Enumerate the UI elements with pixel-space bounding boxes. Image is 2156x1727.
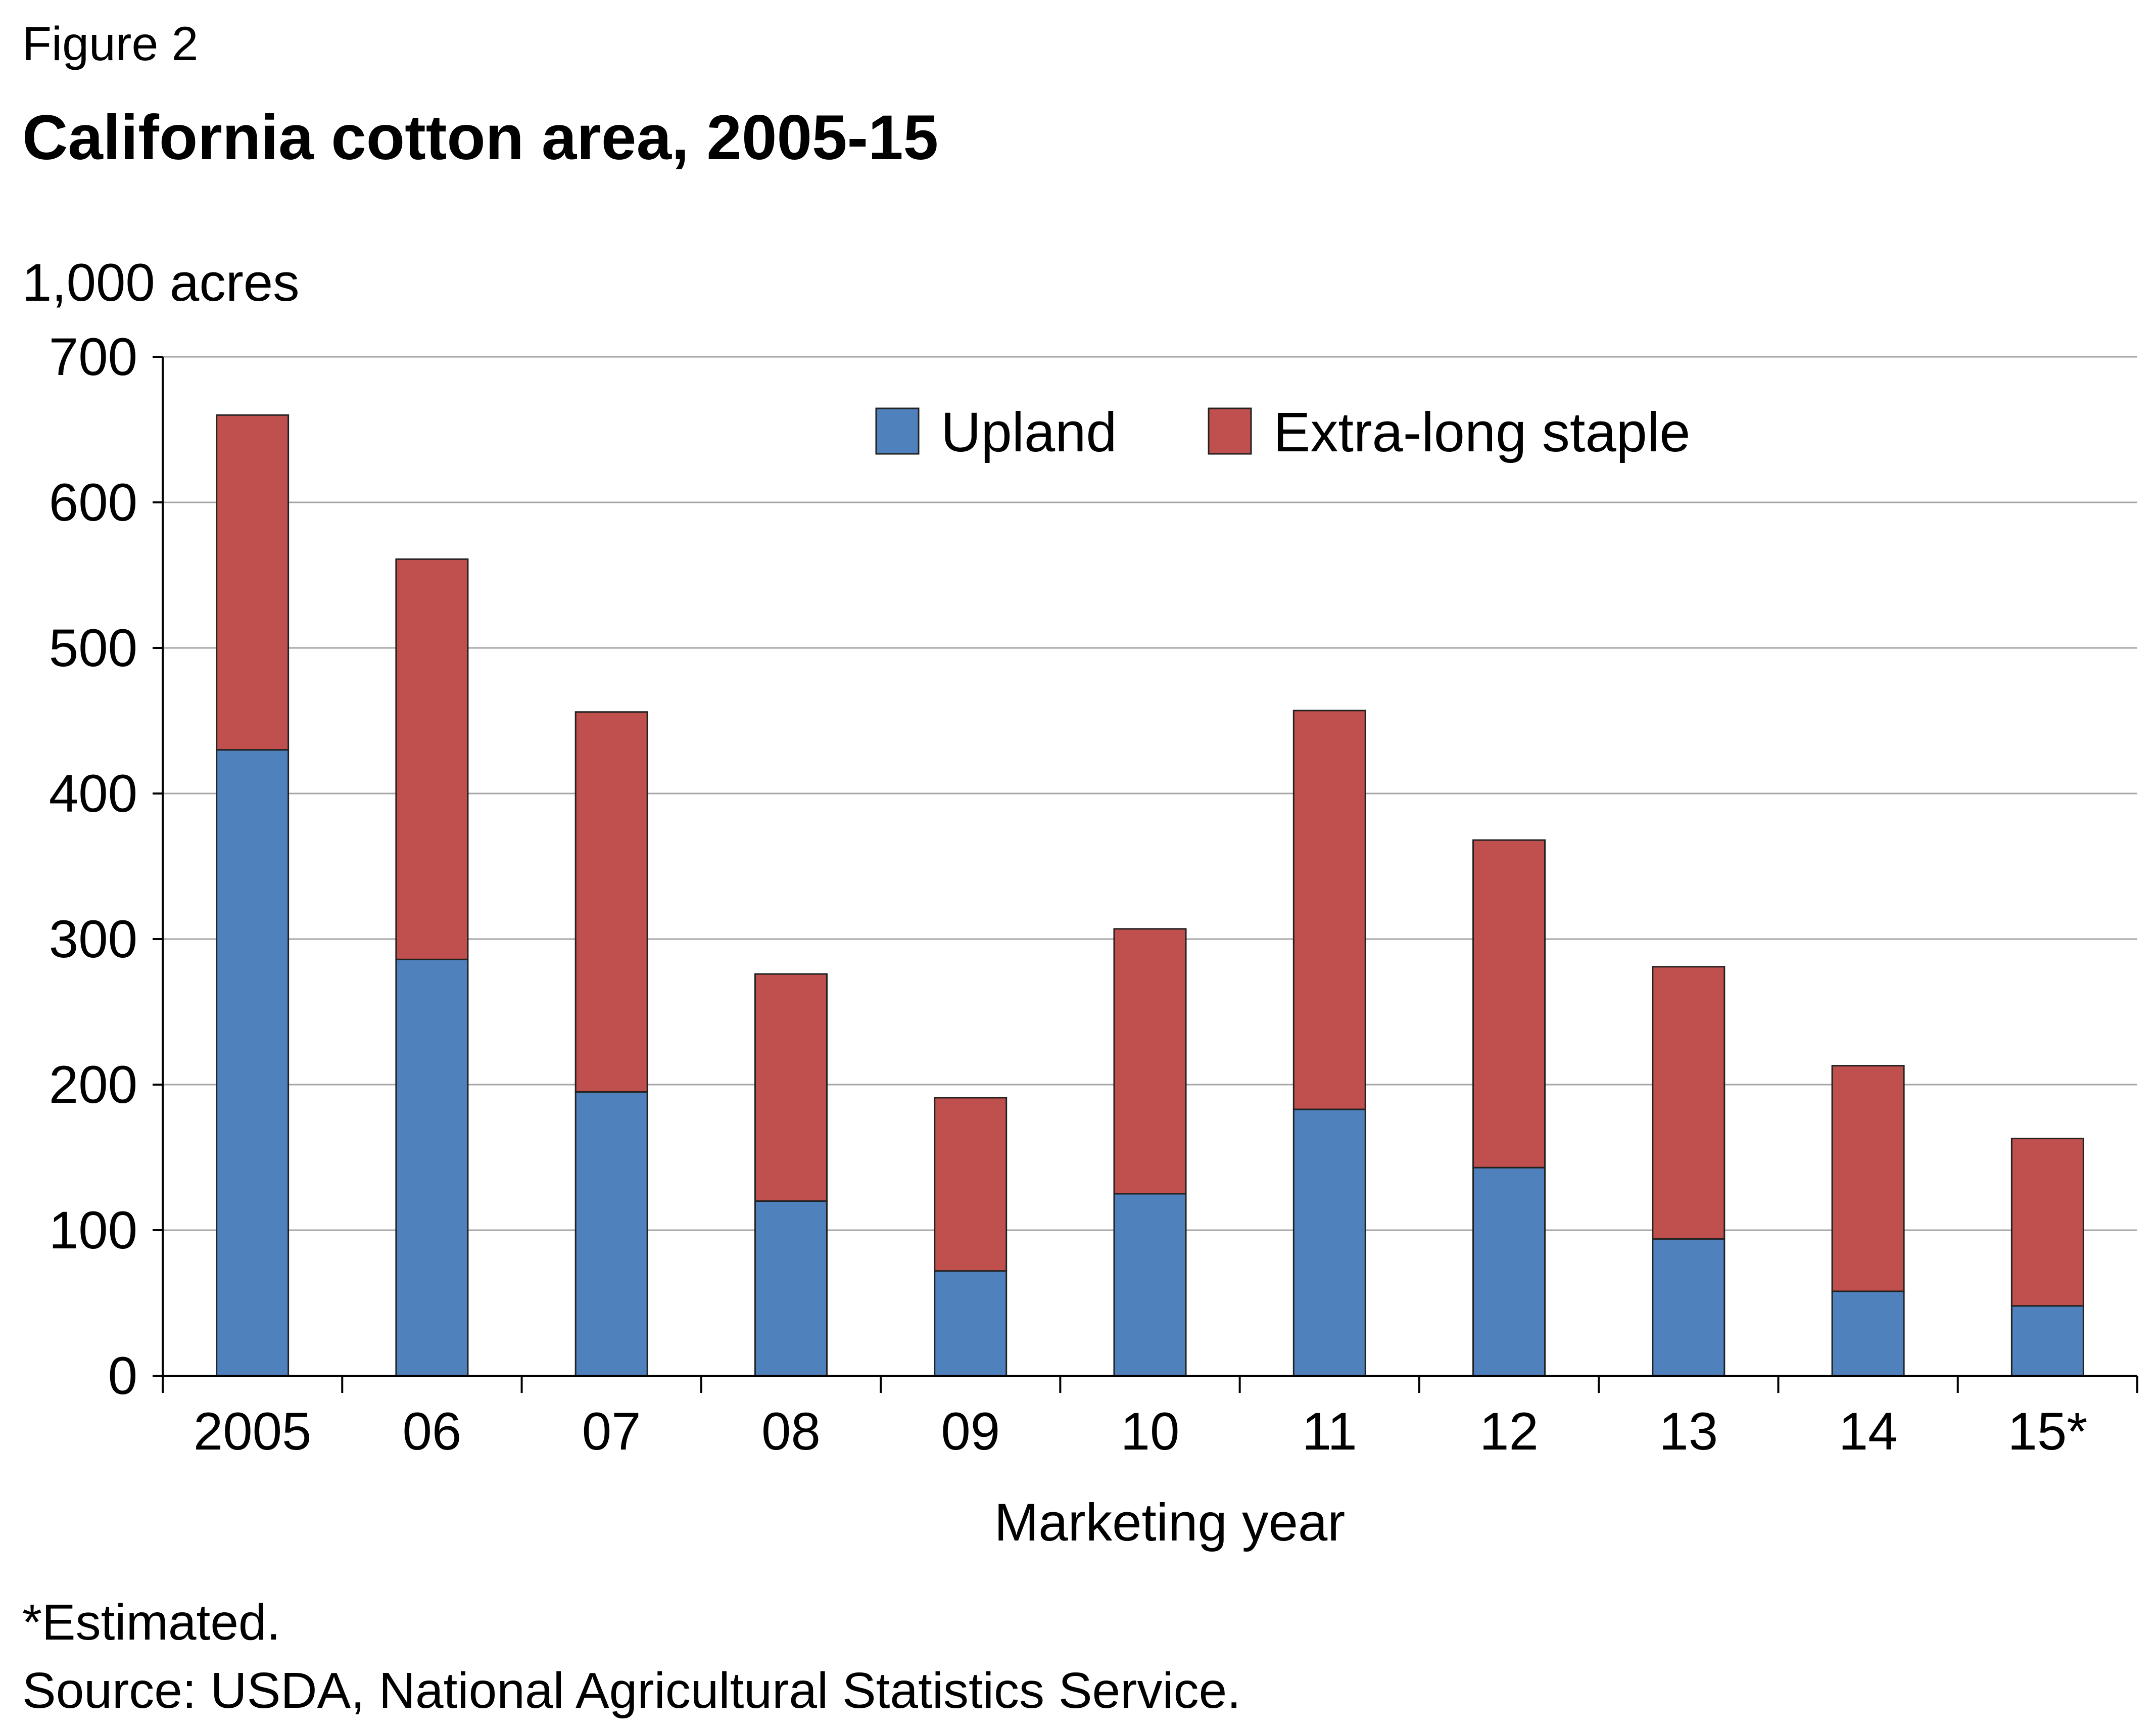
bars xyxy=(216,414,2084,1377)
y-tick-label: 200 xyxy=(49,1055,137,1114)
legend: Upland Extra-long staple xyxy=(875,401,1690,463)
chart-title: California cotton area, 2005-15 xyxy=(22,103,939,173)
y-tick-label: 0 xyxy=(108,1346,137,1406)
source-note: Source: USDA, National Agricultural Stat… xyxy=(22,1662,1241,1719)
x-tick-label: 11 xyxy=(1302,1402,1357,1461)
bar-upland xyxy=(216,749,290,1377)
legend-upland-swatch xyxy=(875,407,920,455)
bar-upland xyxy=(1472,1166,1546,1377)
bar-extra-long-staple xyxy=(1292,710,1366,1110)
bar-extra-long-staple xyxy=(395,558,469,960)
bar-extra-long-staple xyxy=(2010,1138,2084,1307)
x-tick-label: 09 xyxy=(941,1402,1000,1461)
bar-extra-long-staple xyxy=(574,711,648,1093)
y-tick-labels: 0 100 200 300 400 500 600 700 xyxy=(49,328,137,1406)
bar-upland xyxy=(395,958,469,1377)
legend-extra-long-staple-swatch xyxy=(1208,407,1252,455)
bar-extra-long-staple xyxy=(1652,966,1726,1240)
y-tick-label: 100 xyxy=(49,1201,137,1260)
x-tick-label: 07 xyxy=(582,1402,641,1461)
bar-extra-long-staple xyxy=(1113,928,1187,1195)
axes xyxy=(153,356,2138,1393)
bar-upland xyxy=(1652,1238,1726,1377)
bar-upland xyxy=(2010,1305,2084,1377)
y-tick-label: 400 xyxy=(49,764,137,823)
legend-upland-label: Upland xyxy=(941,401,1117,463)
bar-upland xyxy=(754,1200,828,1377)
x-tick-label: 06 xyxy=(403,1402,462,1461)
y-tick-label: 700 xyxy=(49,328,137,387)
x-tick-label: 13 xyxy=(1659,1402,1718,1461)
y-tick-label: 500 xyxy=(49,619,137,678)
x-tick-label: 12 xyxy=(1479,1402,1539,1461)
bar-upland xyxy=(1292,1108,1366,1377)
bar-extra-long-staple xyxy=(216,414,290,751)
y-tick-label: 300 xyxy=(49,910,137,969)
bar-extra-long-staple xyxy=(934,1097,1008,1272)
bar-extra-long-staple xyxy=(1831,1065,1905,1292)
x-tick-label: 14 xyxy=(1839,1402,1898,1461)
x-axis-label: Marketing year xyxy=(994,1493,1345,1552)
bar-upland xyxy=(1831,1290,1905,1377)
bar-extra-long-staple xyxy=(754,973,828,1202)
figure-label: Figure 2 xyxy=(22,17,199,71)
x-tick-label: 2005 xyxy=(194,1402,312,1461)
y-tick-label: 600 xyxy=(49,473,137,532)
bar-upland xyxy=(1113,1193,1187,1377)
x-tick-label: 08 xyxy=(761,1402,821,1461)
x-tick-label: 15* xyxy=(2008,1402,2088,1461)
y-axis-label: 1,000 acres xyxy=(22,253,300,312)
footnote-estimated: *Estimated. xyxy=(22,1594,281,1651)
bar-upland xyxy=(934,1270,1008,1377)
x-tick-labels: 2005 06 07 08 09 10 11 12 13 14 15* xyxy=(194,1402,2087,1461)
legend-extra-long-staple-label: Extra-long staple xyxy=(1273,401,1690,463)
bar-extra-long-staple xyxy=(1472,839,1546,1169)
bar-upland xyxy=(574,1091,648,1377)
x-tick-label: 10 xyxy=(1121,1402,1180,1461)
